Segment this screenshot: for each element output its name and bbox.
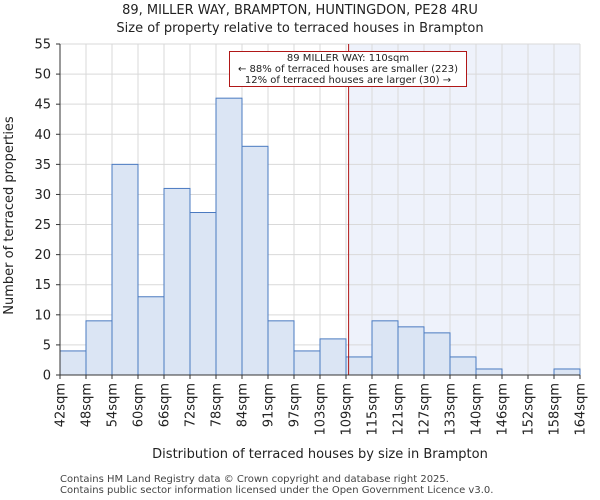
x-tick-label: 97sqm — [288, 383, 303, 427]
x-tick-label: 84sqm — [236, 383, 251, 427]
y-tick-label: 5 — [43, 338, 51, 353]
x-tick-label: 158sqm — [548, 383, 563, 436]
attribution-line-1: Contains HM Land Registry data © Crown c… — [60, 474, 449, 485]
larger-region-shade — [348, 44, 580, 375]
annotation-line-1: 89 MILLER WAY: 110sqm — [286, 53, 410, 64]
annotation-line-2: ← 88% of terraced houses are smaller (22… — [237, 64, 459, 75]
histogram-bar — [267, 320, 295, 376]
histogram-bar — [137, 296, 165, 376]
x-tick-label: 115sqm — [366, 383, 381, 436]
histogram-bar — [371, 320, 399, 376]
histogram-bar — [319, 338, 347, 376]
histogram-bar — [475, 368, 503, 376]
x-tick-label: 140sqm — [470, 383, 485, 436]
x-tick-label: 127sqm — [418, 383, 433, 436]
chart-title-address: 89, MILLER WAY, BRAMPTON, HUNTINGDON, PE… — [122, 3, 478, 18]
x-tick-label: 91sqm — [262, 383, 277, 427]
y-axis-title: Number of terraced properties — [2, 116, 17, 315]
y-tick-label: 15 — [34, 278, 51, 293]
histogram-bar — [59, 350, 87, 376]
histogram-bar — [553, 368, 581, 376]
histogram-bar — [111, 163, 139, 376]
annotation-line-3: 12% of terraced houses are larger (30) → — [244, 75, 452, 86]
histogram-bar — [449, 356, 477, 376]
histogram-bar — [293, 350, 321, 376]
attribution-line-2: Contains public sector information licen… — [60, 485, 494, 496]
x-tick-label: 54sqm — [106, 383, 121, 427]
x-tick-label: 42sqm — [54, 383, 69, 427]
y-tick-label: 40 — [34, 128, 51, 143]
y-tick-label: 25 — [34, 218, 51, 233]
histogram-bar — [85, 320, 113, 376]
y-tick-label: 35 — [34, 158, 51, 173]
y-tick-label: 30 — [34, 188, 51, 203]
histogram-bar — [241, 145, 269, 376]
histogram-bar — [215, 97, 243, 376]
x-tick-label: 164sqm — [574, 383, 589, 436]
x-tick-label: 109sqm — [340, 383, 355, 436]
y-tick-label: 55 — [34, 38, 51, 53]
y-tick-label: 10 — [34, 308, 51, 323]
histogram-bar — [345, 356, 373, 376]
x-tick-label: 146sqm — [496, 383, 511, 436]
histogram-bar — [189, 212, 217, 376]
y-tick-label: 45 — [34, 98, 51, 113]
x-tick-label: 48sqm — [80, 383, 95, 427]
y-tick-label: 50 — [34, 68, 51, 83]
y-tick-label: 20 — [34, 248, 51, 263]
chart-title: Size of property relative to terraced ho… — [116, 21, 484, 36]
x-tick-label: 121sqm — [392, 383, 407, 436]
histogram-bar — [423, 332, 451, 376]
y-tick-label: 0 — [43, 369, 51, 384]
histogram-bar — [163, 187, 191, 376]
x-tick-label: 78sqm — [210, 383, 225, 427]
histogram-bar — [397, 326, 425, 376]
x-axis-title: Distribution of terraced houses by size … — [152, 447, 488, 462]
x-tick-label: 60sqm — [132, 383, 147, 427]
x-tick-label: 133sqm — [444, 383, 459, 436]
x-tick-label: 72sqm — [184, 383, 199, 427]
property-annotation-box: 89 MILLER WAY: 110sqm ← 88% of terraced … — [229, 51, 467, 87]
x-tick-label: 152sqm — [522, 383, 537, 436]
x-tick-label: 103sqm — [314, 383, 329, 436]
x-tick-label: 66sqm — [158, 383, 173, 427]
